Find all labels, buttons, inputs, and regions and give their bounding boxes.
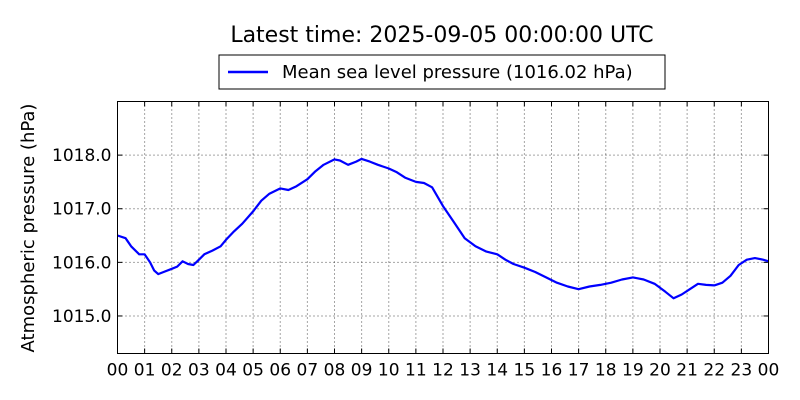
series-line-mean-sea-level-pressure bbox=[117, 157, 769, 300]
axis-ticks bbox=[117, 101, 769, 354]
x-tick-label: 01 bbox=[134, 361, 156, 381]
chart-title: Latest time: 2025-09-05 00:00:00 UTC bbox=[230, 23, 653, 48]
x-tick-label: 03 bbox=[188, 361, 210, 381]
x-tick-label: 23 bbox=[731, 361, 753, 381]
x-tick-label: 02 bbox=[161, 361, 183, 381]
x-tick-label: 22 bbox=[703, 361, 725, 381]
x-tick-label: 15 bbox=[514, 361, 536, 381]
x-tick-label: 05 bbox=[242, 361, 264, 381]
legend-entry-label: Mean sea level pressure (1016.02 hPa) bbox=[282, 62, 633, 83]
x-tick-label: 08 bbox=[324, 361, 346, 381]
x-tick-label: 04 bbox=[215, 361, 237, 381]
y-tick-label: 1018.0 bbox=[52, 146, 111, 166]
x-tick-label: 20 bbox=[649, 361, 671, 381]
x-tick-label: 17 bbox=[568, 361, 590, 381]
x-tick-label: 12 bbox=[432, 361, 454, 381]
x-tick-label: 14 bbox=[486, 361, 508, 381]
grid bbox=[117, 101, 769, 354]
x-tick-label: 21 bbox=[676, 361, 698, 381]
x-tick-label: 19 bbox=[622, 361, 644, 381]
legend: Mean sea level pressure (1016.02 hPa) bbox=[218, 54, 666, 90]
y-tick-labels: 1015.0 1016.0 1017.0 1018.0 bbox=[52, 146, 111, 327]
x-tick-labels: 00 01 02 03 04 05 06 07 08 09 10 11 12 13 14 15 16 17 18 19… bbox=[107, 361, 780, 381]
x-tick-label: 11 bbox=[405, 361, 427, 381]
y-axis-label: Atmospheric pressure (hPa) bbox=[18, 104, 39, 353]
x-tick-label: 07 bbox=[297, 361, 319, 381]
y-tick-label: 1016.0 bbox=[52, 253, 111, 273]
x-tick-label: 13 bbox=[459, 361, 481, 381]
y-tick-label: 1015.0 bbox=[52, 307, 111, 327]
x-tick-label: 18 bbox=[595, 361, 617, 381]
x-tick-label: 09 bbox=[351, 361, 373, 381]
x-tick-label: 00 bbox=[758, 361, 780, 381]
x-tick-label: 16 bbox=[541, 361, 563, 381]
legend-box bbox=[218, 54, 666, 90]
x-tick-label: 10 bbox=[378, 361, 400, 381]
x-tick-label: 06 bbox=[269, 361, 291, 381]
x-tick-label: 00 bbox=[107, 361, 129, 381]
y-tick-label: 1017.0 bbox=[52, 200, 111, 220]
plot-frame bbox=[117, 101, 769, 354]
